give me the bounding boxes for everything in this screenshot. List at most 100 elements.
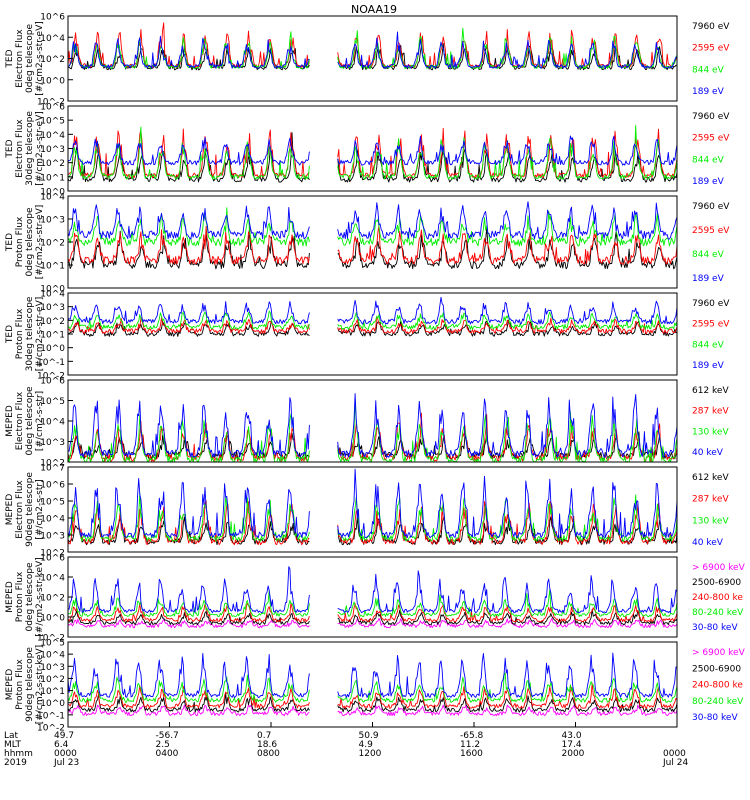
ytick-label-6-4: 10^5 bbox=[40, 498, 65, 508]
legend-1-3: 844 eV bbox=[692, 65, 725, 75]
xaxis-row-label-4: 2019 bbox=[4, 758, 27, 768]
xaxis-value-2-5: 11.2 bbox=[460, 740, 480, 750]
xaxis-row-label-3: hhmm bbox=[4, 749, 33, 759]
ytick-label-4-2: 10^-1 bbox=[37, 358, 65, 368]
ytick-label-2-2: 10^1 bbox=[40, 173, 65, 183]
series-7-2 bbox=[67, 609, 678, 626]
ylabel-line-4-2: Proton Flux bbox=[15, 308, 25, 359]
legend-7-3: 240-800 ke bbox=[692, 593, 743, 603]
ytick-label-7-5: 10^6 bbox=[40, 554, 65, 564]
legend-2-2: 2595 eV bbox=[692, 134, 730, 144]
ytick-label-7-3: 10^2 bbox=[40, 594, 65, 604]
ytick-label-8-5: 10^2 bbox=[40, 675, 65, 685]
legend-8-2: 2500-6900 bbox=[692, 664, 741, 674]
series-7-1 bbox=[67, 617, 678, 629]
ylabel-2: TED Electron Flux 30deg telescope [#/cm2-s-… bbox=[5, 111, 45, 186]
panel-3: 10^0 10^1 10^2 10^3 10^4 TED Proton Flux 0deg t… bbox=[5, 193, 730, 295]
legend-6-1: 612 keV bbox=[692, 473, 729, 483]
ytick-label-6-5: 10^6 bbox=[40, 481, 65, 491]
legend-4-3: 844 eV bbox=[692, 340, 725, 350]
legend-3-4: 189 eV bbox=[692, 274, 725, 284]
legend-5-4: 40 keV bbox=[692, 448, 724, 458]
legend-3-1: 7960 eV bbox=[692, 202, 730, 212]
ylabel-1: TED Electron Flux 0deg telescope [#/cm2-s-s… bbox=[5, 21, 45, 96]
ytick-label-1-3: 10^2 bbox=[40, 55, 65, 65]
ylabel-line-8-1: MEPED bbox=[5, 669, 15, 701]
ylabel-line-7-1: MEPED bbox=[5, 581, 15, 613]
ytick-label-2-5: 10^4 bbox=[40, 131, 65, 141]
ytick-label-7-1: 10^-2 bbox=[37, 634, 65, 644]
series-6-4 bbox=[67, 468, 678, 539]
ytick-label-8-4: 10^1 bbox=[40, 687, 65, 697]
ytick-label-2-7: 10^6 bbox=[40, 103, 65, 113]
series-1-4 bbox=[67, 31, 678, 69]
xaxis-value-2-1: 6.4 bbox=[54, 740, 69, 750]
ylabel-5: MEPED Electron Flux 0deg telescope [#/cm2-s… bbox=[5, 386, 45, 456]
ylabel-3: TED Proton Flux 0deg telescope [#/cm2-s-str… bbox=[5, 205, 45, 280]
series-8-5 bbox=[67, 652, 678, 698]
ytick-label-5-3: 10^4 bbox=[40, 418, 65, 428]
ylabel-line-7-4: [#/cm2-s-str-keV] bbox=[35, 557, 45, 636]
legend-6-4: 40 keV bbox=[692, 538, 724, 548]
ytick-label-4-7: 10^4 bbox=[40, 290, 65, 300]
legend-7-2: 2500-6900 bbox=[692, 578, 741, 588]
series-3-4 bbox=[67, 201, 678, 240]
legend-5-1: 612 keV bbox=[692, 386, 729, 396]
xaxis-value-4-1: Jul 23 bbox=[53, 758, 79, 768]
legend-8-1: > 6900 keV bbox=[692, 648, 746, 658]
ylabel-line-3-4: [#/cm2-s-str-eV] bbox=[35, 205, 45, 280]
series-5-4 bbox=[67, 393, 678, 458]
ytick-label-7-4: 10^4 bbox=[40, 574, 65, 584]
ytick-label-1-5: 10^6 bbox=[40, 13, 65, 23]
ylabel-line-2-4: [#/cm2-s-str-eV] bbox=[35, 111, 45, 186]
ylabel-line-4-3: 30deg telescope bbox=[25, 296, 35, 371]
ylabel-line-1-1: TED bbox=[5, 49, 15, 68]
series-2-4 bbox=[67, 135, 678, 166]
ylabel-line-8-4: [#/cm2-s-str-keV] bbox=[35, 645, 45, 724]
legend-8-5: 30-80 keV bbox=[692, 713, 738, 723]
xaxis-value-3-1: 0000 bbox=[54, 749, 77, 759]
legend-7-5: 30-80 keV bbox=[692, 623, 738, 633]
ytick-label-4-6: 10^3 bbox=[40, 303, 65, 313]
xaxis-value-1-5: -65.8 bbox=[460, 731, 484, 741]
legend-6-3: 130 keV bbox=[692, 516, 729, 526]
ytick-label-5-1: 10^2 bbox=[40, 459, 65, 469]
legend-6-2: 287 keV bbox=[692, 495, 729, 505]
xaxis-value-1-3: 0.7 bbox=[257, 731, 271, 741]
ytick-label-8-6: 10^3 bbox=[40, 663, 65, 673]
ytick-label-2-3: 10^2 bbox=[40, 159, 65, 169]
ytick-label-3-4: 10^3 bbox=[40, 216, 65, 226]
legend-4-1: 7960 eV bbox=[692, 299, 730, 309]
ytick-label-1-2: 10^0 bbox=[40, 76, 65, 86]
ylabel-line-6-4: [#/cm2-s-str] bbox=[35, 479, 45, 539]
legend-8-4: 80-240 keV bbox=[692, 697, 744, 707]
series-8-1 bbox=[67, 704, 678, 717]
ytick-label-2-1: 10^0 bbox=[40, 188, 65, 198]
xaxis-value-3-4: 1200 bbox=[359, 749, 382, 759]
series-3-2 bbox=[67, 224, 678, 265]
ytick-label-6-3: 10^4 bbox=[40, 515, 65, 525]
ylabel-line-1-3: 0deg telescope bbox=[25, 24, 35, 94]
series-2-3 bbox=[67, 124, 678, 180]
xaxis-value-3-6: 2000 bbox=[562, 749, 585, 759]
series-5-1 bbox=[67, 431, 678, 460]
ylabel-line-6-3: 90deg telescope bbox=[25, 472, 35, 547]
xaxis-value-1-1: 49.7 bbox=[54, 731, 74, 741]
ylabel-line-4-4: [#/cm2-s-str-eV] bbox=[35, 297, 45, 372]
panel-frame-6 bbox=[67, 466, 678, 553]
xaxis-value-3-5: 1600 bbox=[460, 749, 483, 759]
ytick-label-5-4: 10^5 bbox=[40, 397, 65, 407]
ytick-label-6-2: 10^3 bbox=[40, 532, 65, 542]
ytick-label-4-3: 10^0 bbox=[40, 344, 65, 354]
legend-4-2: 2595 eV bbox=[692, 320, 730, 330]
ytick-label-6-6: 10^7 bbox=[40, 464, 65, 474]
